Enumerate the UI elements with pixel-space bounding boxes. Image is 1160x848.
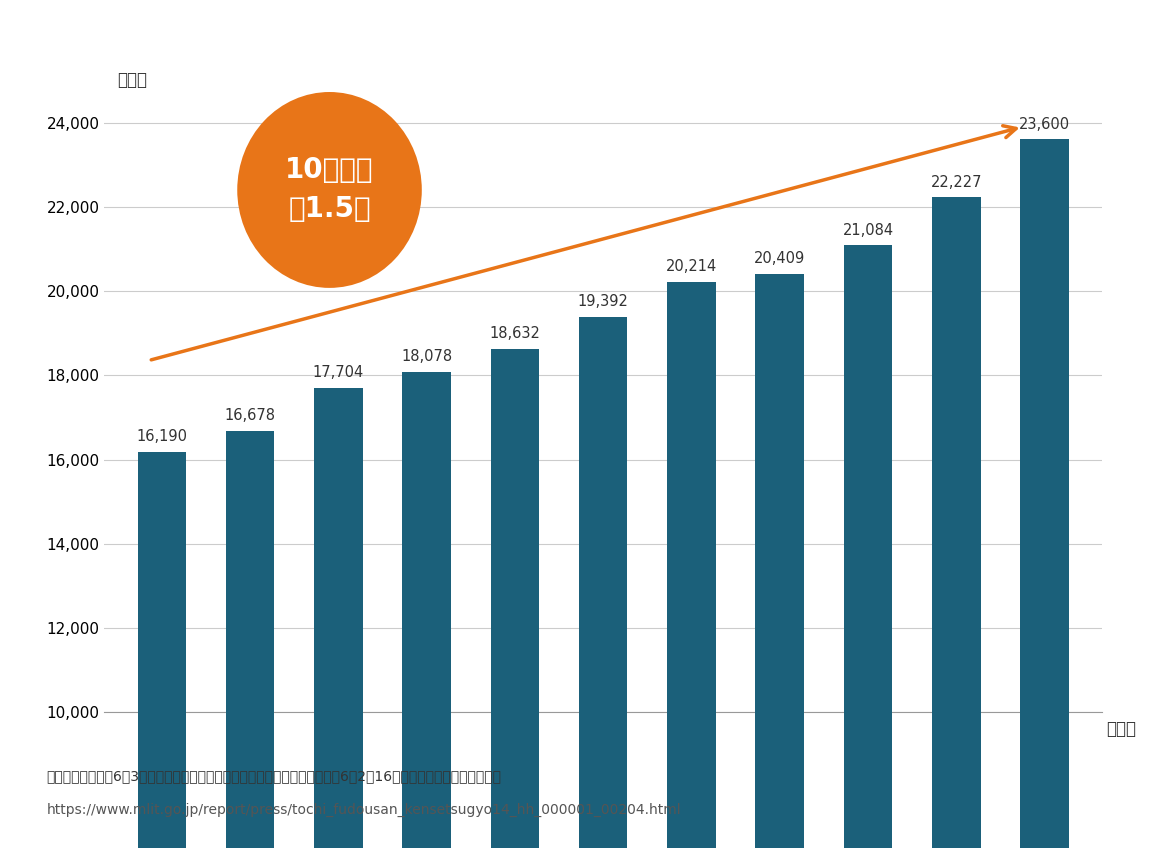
Text: 16,190: 16,190 xyxy=(136,429,187,444)
Text: 10年間で
絉1.5倍: 10年間で 絉1.5倍 xyxy=(285,156,374,224)
Text: （年）: （年） xyxy=(1107,720,1137,738)
Bar xyxy=(226,431,275,848)
Bar xyxy=(843,245,892,848)
Text: https://www.mlit.go.jp/report/press/tochi_fudousan_kensetsugyo14_hh_000001_00204: https://www.mlit.go.jp/report/press/toch… xyxy=(46,803,681,817)
Text: 20,409: 20,409 xyxy=(754,251,805,266)
Bar xyxy=(314,388,363,848)
Bar xyxy=(491,349,539,848)
Text: 21,084: 21,084 xyxy=(842,223,893,237)
Text: 23,600: 23,600 xyxy=(1018,117,1071,131)
Bar xyxy=(403,372,451,848)
Text: 17,704: 17,704 xyxy=(313,365,364,380)
Bar xyxy=(1021,139,1068,848)
Bar xyxy=(138,451,186,848)
Bar xyxy=(579,316,628,848)
Text: 20,214: 20,214 xyxy=(666,259,717,275)
Text: 18,078: 18,078 xyxy=(401,349,452,365)
Ellipse shape xyxy=(238,92,422,288)
Text: 22,227: 22,227 xyxy=(930,175,983,190)
Text: 国土交通省「令和6年3月から適用する公共工事設計労務単価について（令和6年2月16日発表）」より抜粤して作成: 国土交通省「令和6年3月から適用する公共工事設計労務単価について（令和6年2月1… xyxy=(46,769,501,783)
Text: 18,632: 18,632 xyxy=(490,326,541,341)
Text: （円）: （円） xyxy=(117,71,147,89)
Bar xyxy=(931,198,980,848)
Bar xyxy=(667,282,716,848)
Text: 19,392: 19,392 xyxy=(578,294,629,309)
Text: 16,678: 16,678 xyxy=(225,409,276,423)
Bar xyxy=(755,274,804,848)
